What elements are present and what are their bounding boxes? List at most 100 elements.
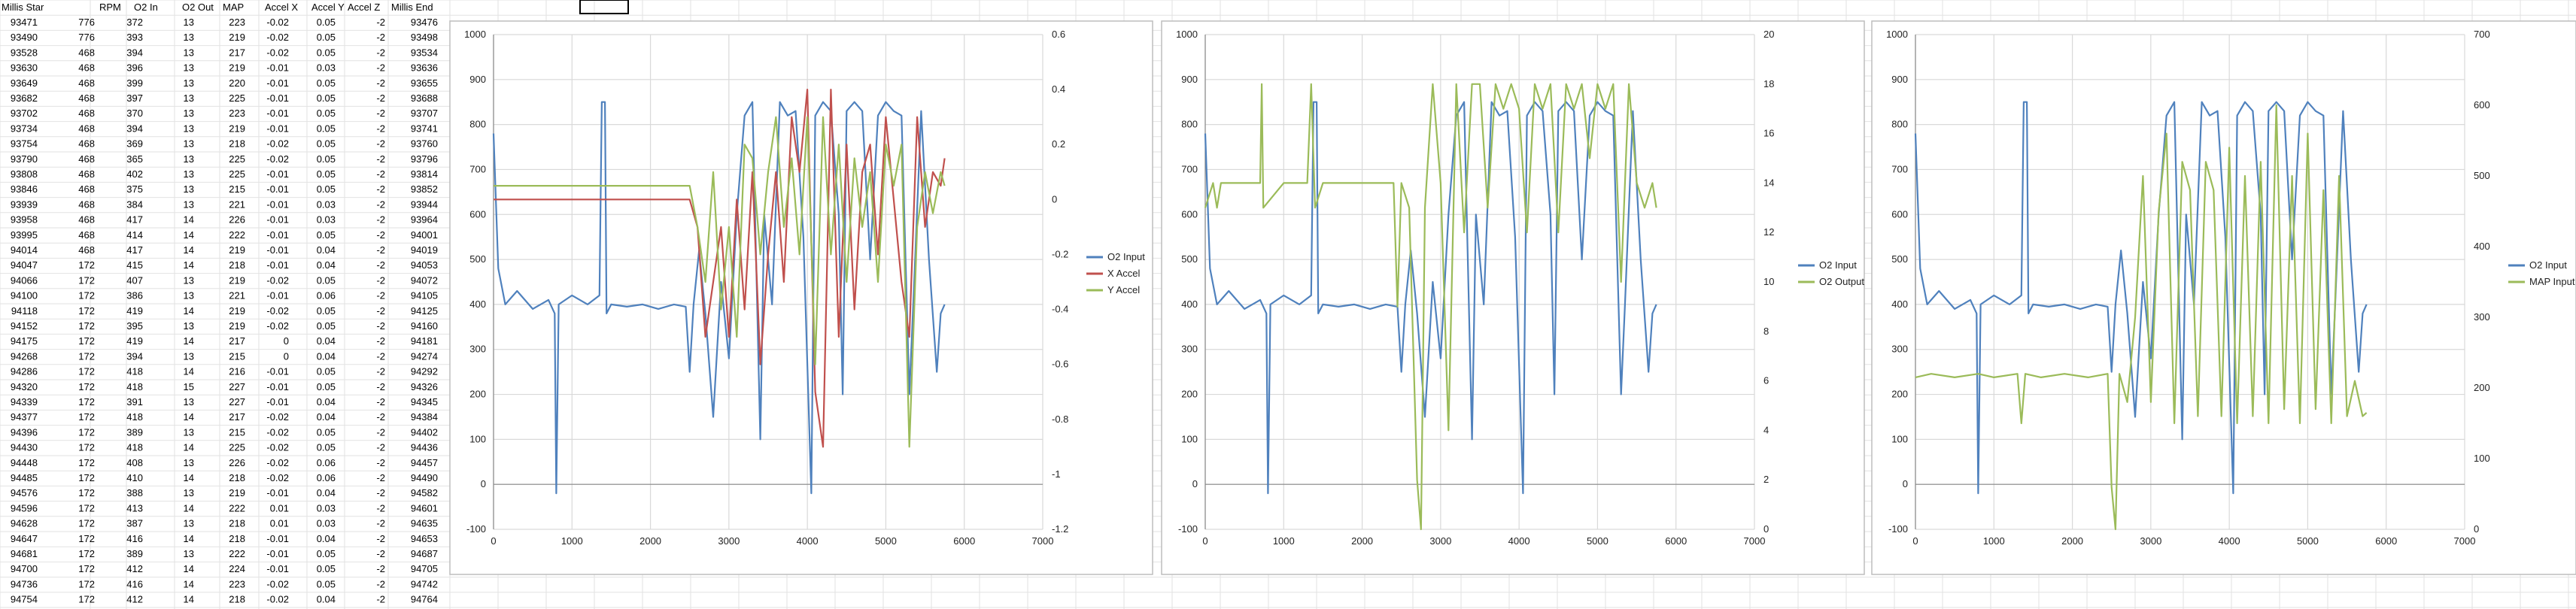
table-cell[interactable]: 393 — [126, 32, 143, 43]
table-cell[interactable]: 172 — [78, 350, 95, 362]
table-cell[interactable]: 94118 — [11, 305, 38, 317]
table-cell[interactable]: -2 — [376, 123, 385, 134]
table-cell[interactable]: -0.02 — [266, 305, 289, 317]
table-cell[interactable]: 14 — [184, 533, 194, 544]
table-cell[interactable]: 225 — [229, 168, 245, 180]
table-cell[interactable]: 0.05 — [317, 47, 336, 58]
table-cell[interactable]: 226 — [229, 457, 245, 468]
table-cell[interactable]: 468 — [78, 138, 95, 150]
table-cell[interactable]: 216 — [229, 366, 245, 377]
table-cell[interactable]: -2 — [376, 563, 385, 574]
table-cell[interactable]: -0.01 — [266, 214, 289, 226]
table-cell[interactable]: 14 — [184, 229, 194, 241]
table-cell[interactable]: 219 — [229, 244, 245, 256]
table-cell[interactable]: 13 — [184, 396, 194, 408]
table-cell[interactable]: 13 — [184, 183, 194, 195]
table-cell[interactable]: -0.02 — [266, 472, 289, 483]
table-cell[interactable]: 418 — [126, 366, 143, 377]
table-cell[interactable]: -0.02 — [266, 153, 289, 165]
table-cell[interactable]: -2 — [376, 548, 385, 559]
table-cell[interactable]: 172 — [78, 518, 95, 529]
table-cell[interactable]: 94647 — [11, 533, 38, 544]
table-cell[interactable]: 172 — [78, 426, 95, 438]
table-cell[interactable]: -2 — [376, 502, 385, 514]
table-cell[interactable]: -2 — [376, 426, 385, 438]
table-cell[interactable]: 172 — [78, 366, 95, 377]
table-cell[interactable]: -0.01 — [266, 259, 289, 271]
table-cell[interactable]: 13 — [184, 274, 194, 286]
table-cell[interactable]: 0.05 — [317, 153, 336, 165]
table-cell[interactable]: -0.01 — [266, 168, 289, 180]
table-cell[interactable]: 407 — [126, 274, 143, 286]
table-cell[interactable]: 94072 — [411, 274, 438, 286]
table-cell[interactable]: 172 — [78, 442, 95, 453]
table-cell[interactable]: 389 — [126, 426, 143, 438]
table-cell[interactable]: -2 — [376, 244, 385, 256]
table-cell[interactable]: 417 — [126, 214, 143, 226]
table-cell[interactable]: -2 — [376, 108, 385, 119]
table-cell[interactable]: 218 — [229, 472, 245, 483]
table-cell[interactable]: 14 — [184, 411, 194, 423]
table-cell[interactable]: -2 — [376, 32, 385, 43]
table-cell[interactable]: 14 — [184, 214, 194, 226]
table-cell[interactable]: 172 — [78, 472, 95, 483]
table-cell[interactable]: -0.01 — [266, 229, 289, 241]
table-cell[interactable]: 172 — [78, 533, 95, 544]
table-cell[interactable]: 172 — [78, 320, 95, 332]
column-header[interactable]: Millis Star — [2, 2, 44, 13]
table-cell[interactable]: 13 — [184, 168, 194, 180]
table-cell[interactable]: 0.05 — [317, 426, 336, 438]
table-cell[interactable]: 419 — [126, 335, 143, 347]
table-cell[interactable]: 418 — [126, 411, 143, 423]
table-cell[interactable]: 94576 — [11, 487, 38, 498]
table-cell[interactable]: 13 — [184, 153, 194, 165]
table-cell[interactable]: -2 — [376, 290, 385, 301]
table-cell[interactable]: 172 — [78, 594, 95, 605]
table-cell[interactable]: 13 — [184, 350, 194, 362]
table-cell[interactable]: 0.05 — [317, 77, 336, 89]
table-cell[interactable]: 0.05 — [317, 92, 336, 104]
table-cell[interactable]: 413 — [126, 502, 143, 514]
table-cell[interactable]: 416 — [126, 578, 143, 589]
table-cell[interactable]: -0.01 — [266, 396, 289, 408]
table-cell[interactable]: 222 — [229, 502, 245, 514]
table-cell[interactable]: 0.04 — [317, 533, 336, 544]
table-cell[interactable]: 416 — [126, 533, 143, 544]
table-cell[interactable]: 94601 — [411, 502, 438, 514]
table-cell[interactable]: 93498 — [411, 32, 438, 43]
table-cell[interactable]: 0.05 — [317, 183, 336, 195]
table-cell[interactable]: -0.02 — [266, 426, 289, 438]
table-cell[interactable]: 468 — [78, 183, 95, 195]
table-cell[interactable]: 0.04 — [317, 487, 336, 498]
table-cell[interactable]: 172 — [78, 259, 95, 271]
table-cell[interactable]: -2 — [376, 305, 385, 317]
table-cell[interactable]: 388 — [126, 487, 143, 498]
table-cell[interactable]: -0.02 — [266, 32, 289, 43]
table-cell[interactable]: 218 — [229, 518, 245, 529]
table-cell[interactable]: 94736 — [11, 578, 38, 589]
table-cell[interactable]: -2 — [376, 594, 385, 605]
table-cell[interactable]: 0.03 — [317, 502, 336, 514]
table-cell[interactable]: 94436 — [411, 442, 438, 453]
table-cell[interactable]: 94019 — [411, 244, 438, 256]
table-cell[interactable]: 93528 — [11, 47, 38, 58]
table-cell[interactable]: -0.01 — [266, 290, 289, 301]
table-cell[interactable]: 394 — [126, 350, 143, 362]
table-cell[interactable]: 94448 — [11, 457, 38, 468]
table-cell[interactable]: 402 — [126, 168, 143, 180]
column-header[interactable]: Millis End — [391, 2, 433, 13]
table-cell[interactable]: 13 — [184, 320, 194, 332]
table-cell[interactable]: 14 — [184, 578, 194, 589]
column-header[interactable]: Accel Y — [311, 2, 345, 13]
table-cell[interactable]: 94105 — [411, 290, 438, 301]
column-header[interactable]: MAP — [223, 2, 244, 13]
table-cell[interactable]: 224 — [229, 563, 245, 574]
table-cell[interactable]: 13 — [184, 62, 194, 74]
column-header[interactable]: Accel X — [265, 2, 298, 13]
table-cell[interactable]: 14 — [184, 502, 194, 514]
table-cell[interactable]: -2 — [376, 320, 385, 332]
table-cell[interactable]: 94384 — [411, 411, 438, 423]
table-cell[interactable]: -0.01 — [266, 563, 289, 574]
table-cell[interactable]: -2 — [376, 77, 385, 89]
table-cell[interactable]: 93734 — [11, 123, 38, 134]
